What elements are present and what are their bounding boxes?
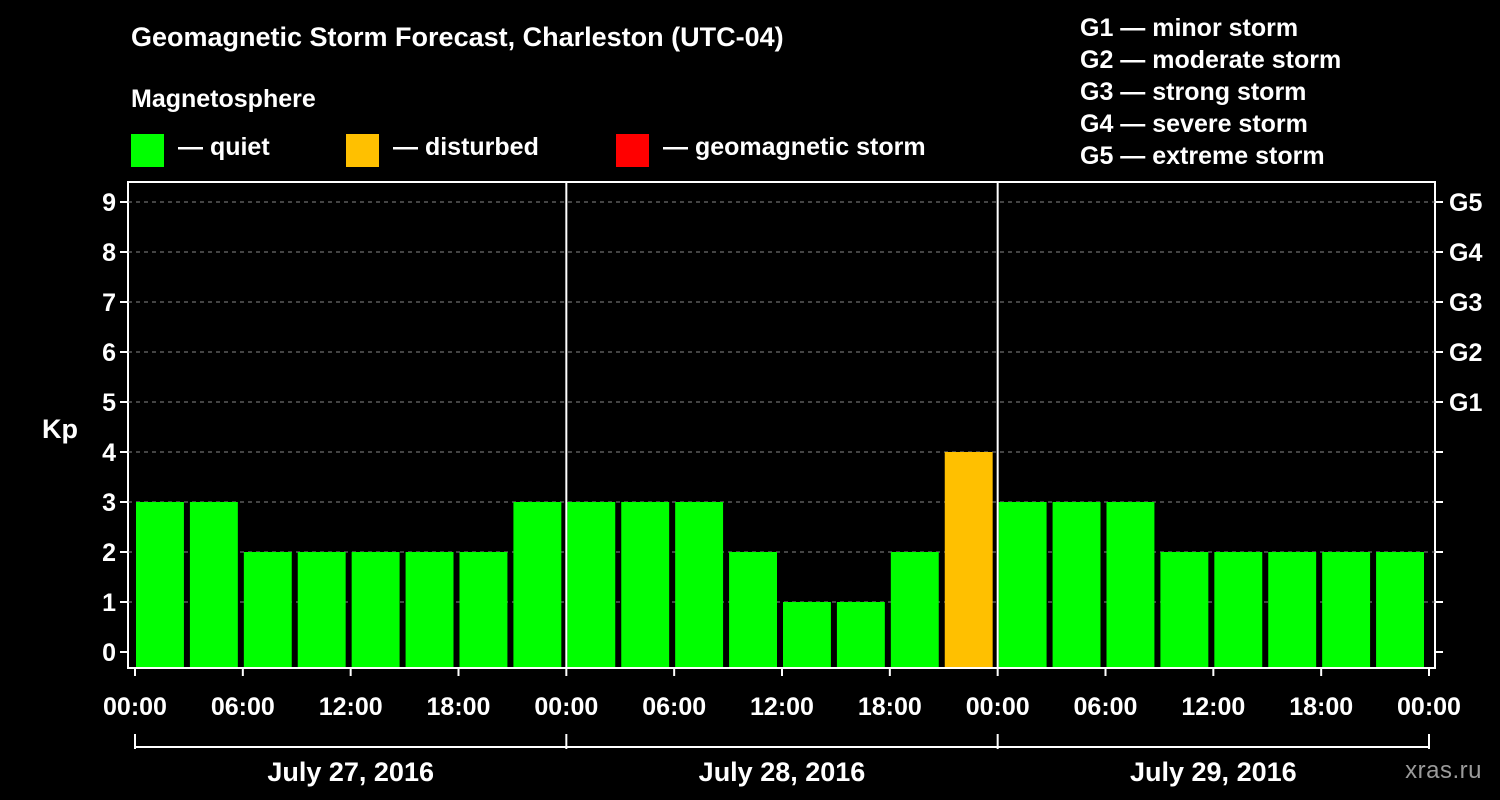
kp-bar — [405, 552, 454, 667]
x-tick-label: 06:00 — [211, 693, 275, 721]
g-scale-tick-label: G4 — [1449, 239, 1482, 267]
g-scale-g4: G4 — severe storm — [1080, 110, 1308, 138]
y-tick-label: 4 — [102, 439, 116, 467]
g-scale-g3: G3 — strong storm — [1080, 78, 1307, 106]
g-scale-tick-label: G2 — [1449, 339, 1482, 367]
kp-bar — [459, 552, 508, 667]
g-scale-g5: G5 — extreme storm — [1080, 142, 1325, 170]
legend-swatch-quiet — [131, 134, 164, 167]
kp-bar — [621, 502, 670, 667]
x-tick-label: 12:00 — [1181, 693, 1245, 721]
kp-bar — [1376, 552, 1424, 667]
legend-label-quiet: — quiet — [178, 133, 270, 161]
x-tick-label: 00:00 — [534, 693, 598, 721]
y-tick-label: 9 — [102, 189, 116, 217]
x-tick-label: 18:00 — [427, 693, 491, 721]
legend-label-disturbed: — disturbed — [393, 133, 539, 161]
g-scale-tick-label: G3 — [1449, 289, 1482, 317]
kp-bar — [189, 502, 238, 667]
y-tick-label: 5 — [102, 389, 116, 417]
legend-swatch-storm — [616, 134, 649, 167]
kp-bar — [513, 502, 562, 667]
g-scale-g1: G1 — minor storm — [1080, 14, 1299, 42]
g-scale-tick-label: G1 — [1449, 389, 1482, 417]
kp-bar — [1106, 502, 1155, 667]
kp-bar — [351, 552, 400, 667]
x-tick-label: 06:00 — [1074, 693, 1138, 721]
y-tick-label: 3 — [102, 489, 116, 517]
x-tick-label: 18:00 — [858, 693, 922, 721]
kp-bar — [1160, 552, 1209, 667]
kp-bar — [783, 602, 831, 667]
x-tick-label: 00:00 — [103, 693, 167, 721]
kp-bar — [297, 552, 346, 667]
kp-bar — [243, 552, 292, 667]
kp-bar — [1214, 552, 1263, 667]
y-tick-label: 0 — [102, 639, 116, 667]
x-tick-label: 12:00 — [319, 693, 383, 721]
kp-bar — [1052, 502, 1101, 667]
y-tick-label: 8 — [102, 239, 116, 267]
kp-bar — [567, 502, 616, 667]
y-tick-label: 6 — [102, 339, 116, 367]
kp-bar — [890, 552, 939, 667]
kp-bar — [1268, 552, 1317, 667]
kp-bar — [729, 552, 777, 667]
x-tick-label: 18:00 — [1289, 693, 1353, 721]
x-tick-label: 00:00 — [1397, 693, 1461, 721]
g-scale-g2: G2 — moderate storm — [1080, 46, 1342, 74]
date-label: July 29, 2016 — [1130, 757, 1297, 787]
legend-label-storm: — geomagnetic storm — [663, 133, 926, 161]
x-tick-label: 12:00 — [750, 693, 814, 721]
kp-bar — [1322, 552, 1371, 667]
y-tick-label: 1 — [102, 589, 116, 617]
kp-bar — [675, 502, 724, 667]
date-label: July 28, 2016 — [699, 757, 866, 787]
y-tick-label: 2 — [102, 539, 116, 567]
legend-swatch-disturbed — [346, 134, 379, 167]
chart-title: Geomagnetic Storm Forecast, Charleston (… — [131, 22, 784, 52]
x-tick-label: 06:00 — [642, 693, 706, 721]
kp-bar — [944, 452, 993, 667]
watermark: xras.ru — [1405, 757, 1482, 784]
kp-bar — [136, 502, 184, 667]
y-axis-label: Kp — [42, 414, 78, 444]
kp-bar — [998, 502, 1047, 667]
x-tick-label: 00:00 — [966, 693, 1030, 721]
magnetosphere-heading: Magnetosphere — [131, 85, 316, 113]
date-label: July 27, 2016 — [267, 757, 434, 787]
kp-bar — [836, 602, 885, 667]
y-tick-label: 7 — [102, 289, 116, 317]
g-scale-tick-label: G5 — [1449, 189, 1482, 217]
